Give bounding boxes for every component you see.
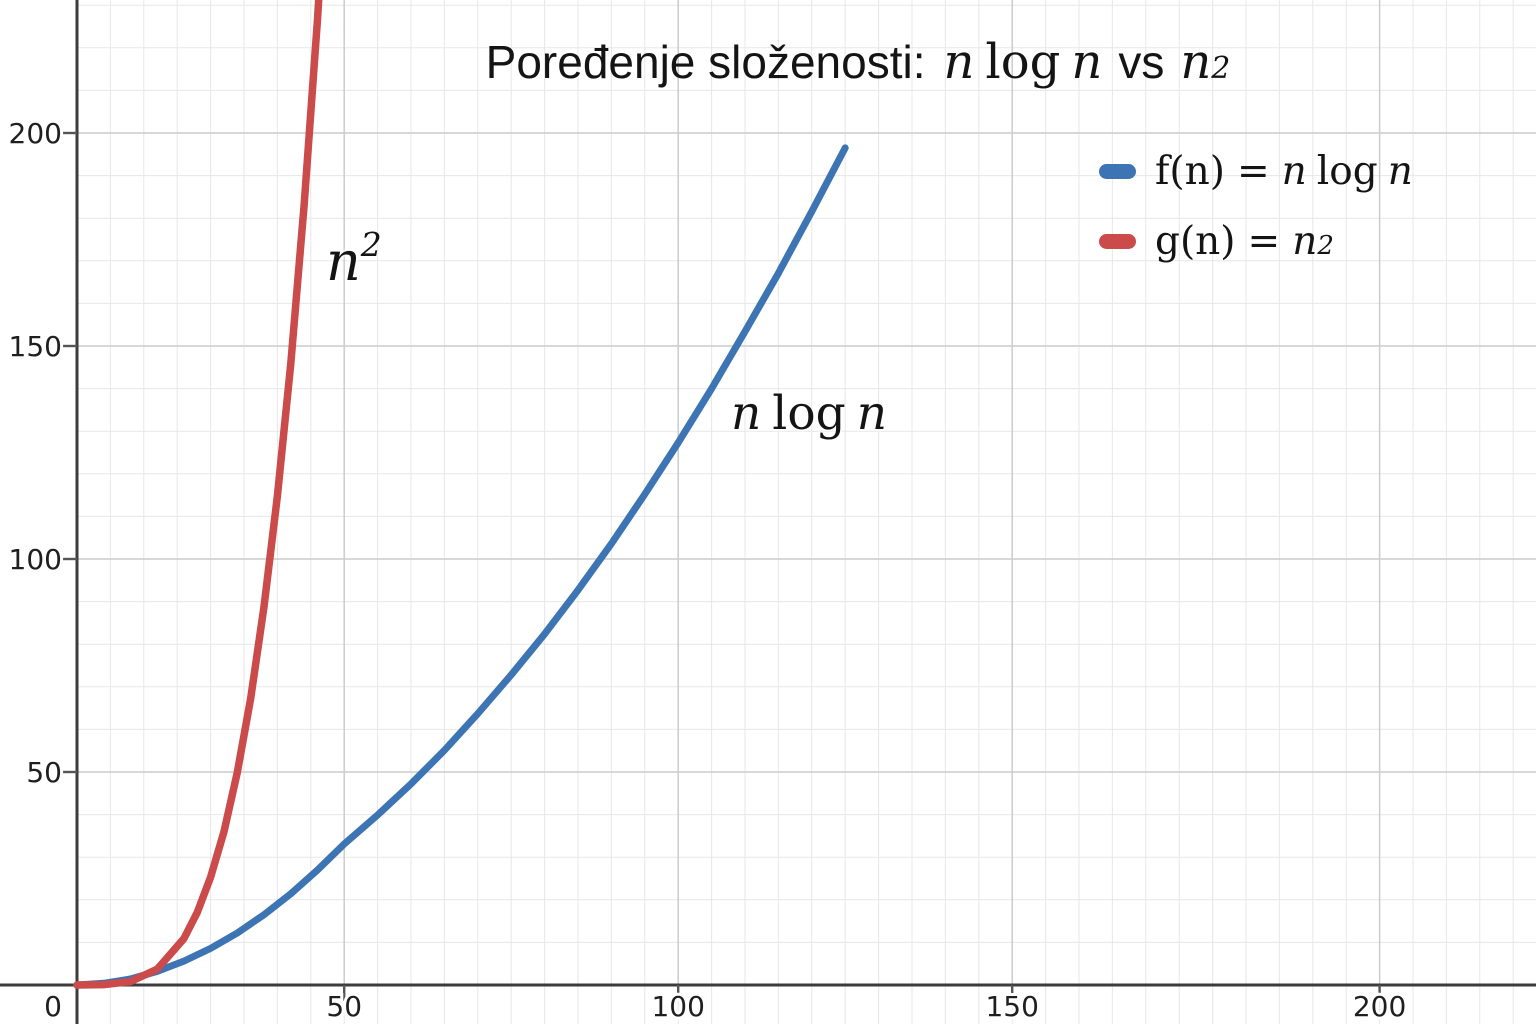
title-math-n1: n	[943, 34, 975, 90]
title-math-nsq: n	[1180, 34, 1212, 90]
x-tick-label: 100	[651, 990, 704, 1023]
legend-f-eq: =	[1236, 148, 1270, 194]
x-tick-label: 0	[44, 990, 62, 1023]
y-tick-label: 150	[9, 330, 62, 363]
legend-label-f: f(n) = n log n	[1155, 149, 1413, 194]
n-squared-exp: 2	[360, 225, 382, 264]
legend-f-n1: n	[1281, 148, 1307, 194]
title-text: Poređenje složenosti:	[485, 36, 926, 88]
title-math-n2: n	[1071, 34, 1103, 90]
curve-label-n-squared: n2	[326, 228, 382, 293]
x-tick-label: 200	[1353, 990, 1406, 1023]
y-tick-label: 50	[26, 756, 62, 789]
x-tick-label: 150	[985, 990, 1038, 1023]
legend-f-log: log	[1316, 148, 1378, 194]
nlogn-n2: n	[856, 386, 887, 441]
legend-f-fn: f(n)	[1155, 148, 1225, 194]
y-tick-label: 100	[9, 543, 62, 576]
legend-g-fn: g(n)	[1155, 218, 1236, 264]
x-tick-label: 50	[326, 990, 362, 1023]
nlogn-log: log	[772, 386, 846, 441]
curve-label-nlogn: n log n	[731, 386, 887, 441]
legend-swatch-g-icon	[1099, 233, 1136, 249]
curve-nlogn	[73, 144, 849, 989]
curve-n-squared	[73, 0, 323, 989]
title-math-log: log	[985, 34, 1061, 90]
legend-item-f: f(n) = n log n	[1099, 142, 1413, 200]
legend-g-n: n	[1292, 218, 1318, 264]
nlogn-n1: n	[731, 386, 762, 441]
y-tick-label: 200	[9, 117, 62, 150]
legend-f-n2: n	[1387, 148, 1413, 194]
legend-g-eq: =	[1247, 218, 1281, 264]
title-vs: vs	[1118, 36, 1165, 88]
n-squared-base: n	[326, 230, 361, 293]
legend-swatch-f-icon	[1099, 163, 1136, 179]
